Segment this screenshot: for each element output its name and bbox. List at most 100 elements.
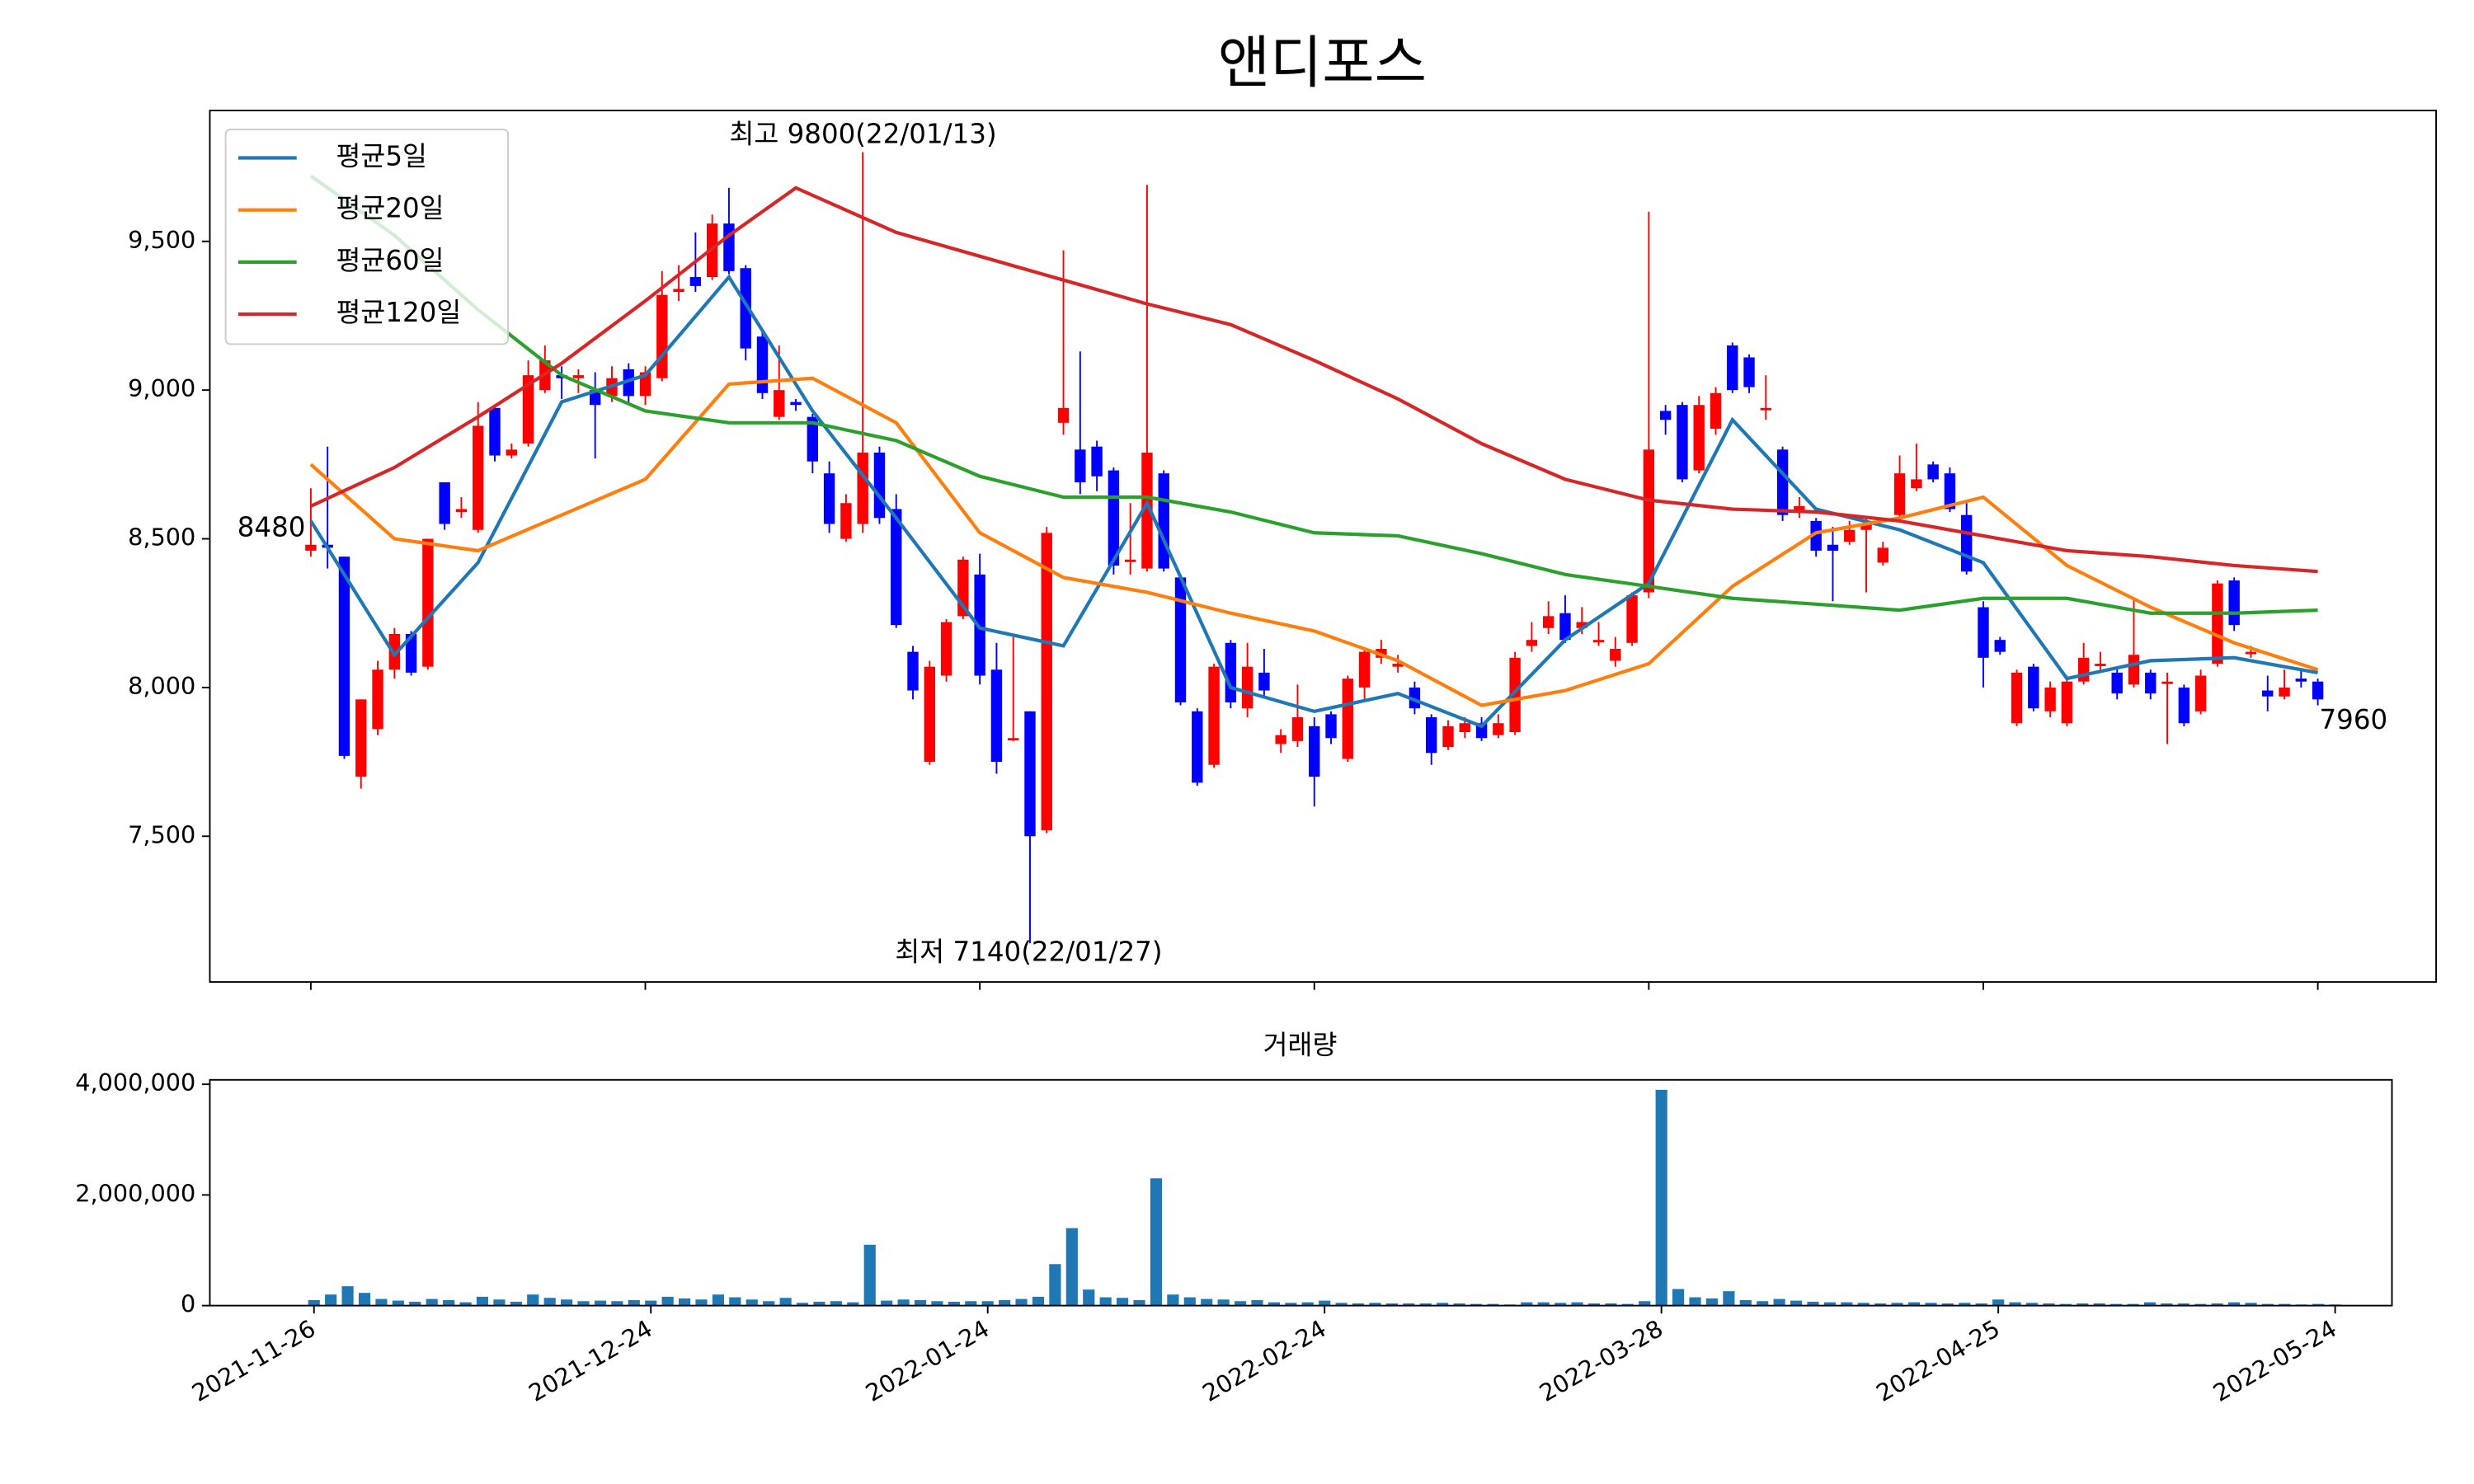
candle-body (1576, 622, 1587, 628)
candle-body (1994, 640, 2006, 652)
volume-bar (1823, 1302, 1836, 1306)
volume-bar (1587, 1303, 1601, 1306)
annotation: 최고 9800(22/01/13) (729, 119, 996, 150)
candle-body (1542, 616, 1554, 628)
volume-bar (1689, 1297, 1701, 1306)
volume-bar (763, 1301, 775, 1306)
volume-title: 거래량 (1263, 1030, 1338, 1061)
candle-body (1776, 449, 1789, 515)
candle-body (2228, 580, 2240, 626)
candle-body (1860, 524, 1872, 530)
candle-body (1927, 464, 1939, 480)
candle-body (1024, 711, 1036, 837)
candle-body (1911, 479, 1922, 489)
plot-frame (209, 1078, 2393, 1307)
volume-bar (2077, 1303, 2089, 1306)
candle-body (2095, 664, 2106, 666)
volume-bar (2228, 1302, 2241, 1306)
candle-body (1008, 738, 1019, 741)
candle-body (790, 402, 802, 406)
volume-bar (459, 1302, 472, 1306)
candle-body (1960, 514, 1973, 572)
volume-bar (981, 1301, 994, 1306)
ma-line (309, 376, 2319, 707)
volume-bar (1941, 1303, 1954, 1306)
volume-bar (1470, 1303, 1483, 1306)
candle-body (689, 277, 702, 286)
legend-label: 평균60일 (336, 245, 444, 276)
volume-bar (796, 1303, 809, 1306)
candle-body (1643, 449, 1655, 593)
ma-line (309, 174, 2318, 615)
volume-bar (476, 1296, 489, 1306)
candle-body (1526, 640, 1538, 646)
candle-body (1659, 411, 1672, 420)
volume-bar (2059, 1303, 2072, 1306)
volume-bar (661, 1296, 674, 1306)
volume-bar (1437, 1303, 1449, 1306)
candle-body (623, 369, 634, 397)
candle-body (1810, 520, 1822, 551)
volume-bar (881, 1300, 893, 1306)
volume-bar (1655, 1089, 1667, 1306)
volume-bar (1419, 1303, 1432, 1306)
volume-bar (1554, 1303, 1567, 1306)
volume-bar (1857, 1303, 1870, 1306)
volume-bar (1201, 1298, 1213, 1306)
volume-bar (2261, 1303, 2274, 1306)
candle-body (1409, 687, 1421, 709)
volume-bar (577, 1301, 590, 1306)
volume-bar (1891, 1303, 1903, 1306)
volume-bar (1605, 1303, 1617, 1306)
candle-body (1309, 726, 1320, 777)
volume-bar (2093, 1303, 2105, 1306)
volume-bar (1251, 1299, 1263, 1306)
candle-body (2077, 657, 2090, 682)
volume-bar (1083, 1289, 1095, 1306)
volume-bar (779, 1298, 792, 1306)
volume-bar (409, 1301, 421, 1306)
annotation: 8480 (238, 511, 306, 542)
candle-body (740, 268, 751, 349)
volume-bar (914, 1299, 927, 1306)
volume-bar (1874, 1303, 1887, 1306)
volume-bar (594, 1300, 607, 1306)
volume-bar (1571, 1302, 1583, 1306)
candle-body (1225, 642, 1237, 702)
volume-bar (527, 1294, 539, 1306)
candle-body (1844, 529, 1856, 542)
volume-bar (1639, 1301, 1651, 1306)
candle-body (2212, 583, 2223, 665)
volume-bar (426, 1298, 438, 1306)
candle-body (473, 425, 484, 530)
candle-body (1677, 405, 1688, 480)
volume-bar (1487, 1303, 1499, 1306)
candle-body (506, 449, 517, 456)
candle-body (1978, 607, 1989, 658)
candle-body (2111, 672, 2123, 694)
volume-bar (2211, 1303, 2223, 1306)
volume-bar (1453, 1303, 1465, 1306)
volume-bar (712, 1294, 724, 1306)
candle-body (807, 416, 819, 462)
candle-body (1727, 345, 1738, 391)
y-tick-label: 7,500 (128, 820, 195, 848)
volume-bar (2009, 1302, 2021, 1306)
volume-bar (830, 1301, 842, 1306)
volume-bar (1907, 1302, 1921, 1306)
volume-bar (897, 1299, 910, 1306)
candle-body (1610, 649, 1621, 661)
y-tick-label: 8,500 (128, 524, 195, 552)
volume-bar (1537, 1302, 1550, 1306)
volume-bar (1234, 1301, 1247, 1306)
candle-body (372, 669, 383, 730)
candle-body (439, 481, 450, 524)
candle-body (656, 294, 668, 378)
volume-bar (1773, 1298, 1785, 1306)
candle-body (1509, 657, 1521, 733)
volume-bar (611, 1301, 623, 1306)
candle-body (2145, 672, 2157, 694)
legend-label: 평균20일 (336, 193, 444, 224)
volume-bar (2312, 1303, 2325, 1306)
